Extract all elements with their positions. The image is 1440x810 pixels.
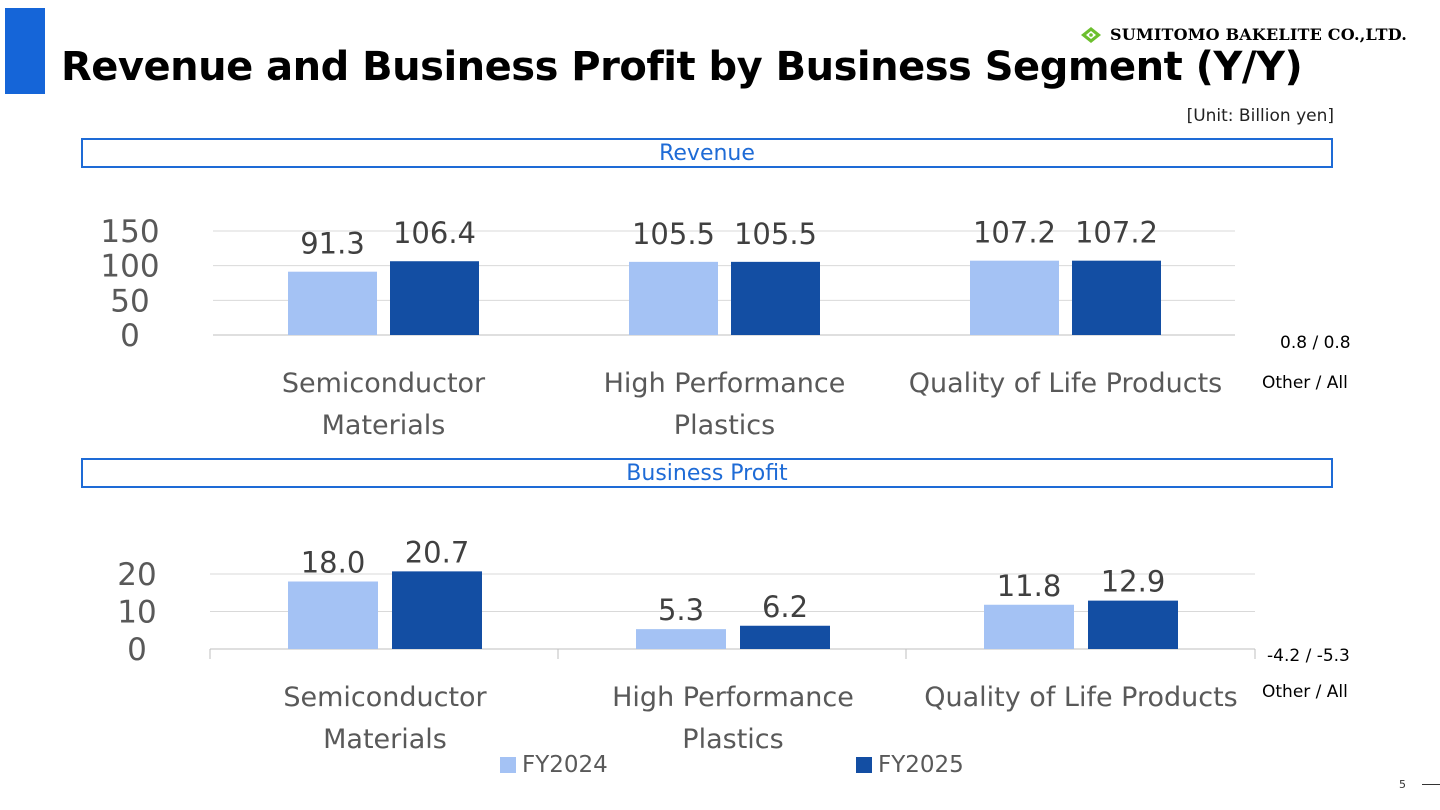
page-number-rule: [1422, 784, 1440, 785]
profit-data-label: 11.8: [997, 569, 1062, 603]
revenue-bar-fy2024: [288, 271, 377, 335]
revenue-y-tick-label: 100: [100, 249, 159, 285]
legend-item-fy2024: FY2024: [500, 752, 608, 778]
page-number: 5: [1399, 778, 1406, 791]
legend-label-fy2024: FY2024: [522, 752, 608, 778]
profit-data-label: 5.3: [658, 593, 704, 627]
profit-bar-fy2024: [288, 581, 378, 649]
revenue-data-label: 105.5: [632, 217, 715, 251]
revenue-data-label: 106.4: [393, 216, 476, 250]
profit-category-label: Quality of Life Products: [924, 682, 1238, 713]
revenue-category-label: Quality of Life Products: [909, 368, 1223, 399]
revenue-bar-fy2024: [970, 260, 1059, 335]
revenue-y-tick-label: 50: [110, 283, 149, 319]
profit-y-tick-label: 20: [117, 557, 156, 593]
revenue-category-label: Semiconductor: [282, 368, 486, 399]
profit-data-label: 6.2: [762, 590, 808, 624]
revenue-data-label: 107.2: [1075, 216, 1158, 250]
revenue-section-header: Revenue: [81, 138, 1333, 168]
profit-other-label: Other / All: [1262, 682, 1348, 702]
revenue-category-label: High Performance: [604, 368, 846, 399]
revenue-bar-fy2025: [390, 261, 479, 335]
profit-other-value: -4.2 / -5.3: [1267, 646, 1350, 666]
revenue-data-label: 107.2: [973, 216, 1056, 250]
diamond-leaf-icon: [1081, 26, 1101, 43]
profit-category-label: Plastics: [682, 724, 783, 755]
revenue-category-label: Plastics: [674, 410, 775, 441]
profit-section-header: Business Profit: [81, 458, 1333, 488]
revenue-data-label: 105.5: [734, 217, 817, 251]
profit-y-tick-label: 0: [127, 632, 147, 668]
profit-data-label: 20.7: [405, 535, 470, 569]
profit-data-label: 12.9: [1101, 565, 1166, 599]
profit-bar-fy2025: [392, 571, 482, 649]
profit-bar-fy2025: [740, 625, 830, 649]
profit-bar-fy2024: [984, 604, 1074, 649]
profit-bar-fy2024: [636, 629, 726, 649]
legend-swatch-fy2025: [856, 757, 872, 773]
revenue-bar-fy2025: [1072, 260, 1161, 335]
revenue-data-label: 91.3: [300, 227, 365, 261]
slide-title: Revenue and Business Profit by Business …: [61, 44, 1303, 90]
revenue-other-value: 0.8 / 0.8: [1280, 333, 1351, 353]
profit-category-label: High Performance: [612, 682, 854, 713]
revenue-category-label: Materials: [322, 410, 446, 441]
legend-label-fy2025: FY2025: [878, 752, 964, 778]
revenue-bar-fy2024: [629, 261, 718, 335]
profit-data-label: 18.0: [301, 546, 366, 580]
profit-category-label: Materials: [323, 724, 447, 755]
title-accent-bar: [5, 8, 45, 94]
revenue-y-tick-label: 150: [100, 214, 159, 250]
company-name: SUMITOMO BAKELITE CO.,LTD.: [1110, 25, 1408, 44]
revenue-bar-fy2025: [731, 261, 820, 335]
profit-category-label: Semiconductor: [283, 682, 487, 713]
legend-item-fy2025: FY2025: [856, 752, 964, 778]
revenue-y-tick-label: 0: [120, 318, 140, 354]
unit-label: [Unit: Billion yen]: [1186, 106, 1334, 126]
revenue-other-label: Other / All: [1262, 373, 1348, 393]
company-logo: SUMITOMO BAKELITE CO.,LTD.: [1080, 25, 1407, 44]
legend-swatch-fy2024: [500, 757, 516, 773]
profit-y-tick-label: 10: [117, 595, 156, 631]
profit-bar-fy2025: [1088, 600, 1178, 649]
